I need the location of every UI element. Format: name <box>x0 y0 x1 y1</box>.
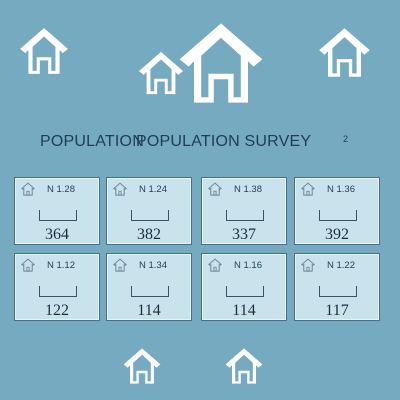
stat-card: N 1.28 364 <box>14 177 100 245</box>
bracket-divider <box>319 210 357 221</box>
house-icon <box>120 346 164 386</box>
stat-card: N 1.16 114 <box>201 253 287 321</box>
card-code: N 1.16 <box>234 260 262 271</box>
house-icon <box>317 25 372 80</box>
card-value: 117 <box>325 302 349 319</box>
house-icon <box>207 258 223 272</box>
card-code: N 1.24 <box>139 184 167 195</box>
card-value: 122 <box>45 302 69 319</box>
card-code: N 1.22 <box>327 260 355 271</box>
bracket-divider <box>319 286 357 297</box>
page-title: POPULATIONPOPULATION SURVEY <box>40 133 311 151</box>
card-code: N 1.34 <box>139 260 167 271</box>
title-superscript: 2 <box>343 134 349 144</box>
house-icon <box>207 182 223 196</box>
card-code: N 1.38 <box>234 184 262 195</box>
bracket-divider <box>131 210 169 221</box>
house-icon <box>20 182 36 196</box>
house-icon <box>172 18 270 108</box>
card-value: 364 <box>45 226 69 243</box>
house-icon <box>300 182 316 196</box>
stat-card: N 1.38 337 <box>201 177 287 245</box>
stat-card: N 1.22 117 <box>294 253 380 321</box>
stat-card: N 1.12 122 <box>14 253 100 321</box>
bracket-divider <box>39 210 77 221</box>
card-value: 392 <box>325 226 349 243</box>
card-value: 382 <box>137 226 161 243</box>
card-code: N 1.12 <box>47 260 75 271</box>
card-value: 114 <box>232 302 256 319</box>
house-icon <box>112 258 128 272</box>
house-icon <box>20 258 36 272</box>
bracket-divider <box>226 210 264 221</box>
bracket-divider <box>226 286 264 297</box>
card-value: 114 <box>137 302 161 319</box>
card-code: N 1.36 <box>327 184 355 195</box>
title-part-2: POPULATION SURVEY <box>135 133 312 150</box>
stat-card: N 1.36 392 <box>294 177 380 245</box>
house-icon <box>112 182 128 196</box>
house-icon <box>18 25 70 77</box>
stat-card: N 1.24 382 <box>106 177 192 245</box>
house-icon <box>137 48 185 98</box>
card-code: N 1.28 <box>47 184 75 195</box>
bracket-divider <box>131 286 169 297</box>
house-icon <box>300 258 316 272</box>
stat-card: N 1.34 114 <box>106 253 192 321</box>
house-icon <box>222 346 266 386</box>
title-part-1: POPULATION <box>40 133 144 150</box>
card-value: 337 <box>232 226 256 243</box>
bracket-divider <box>39 286 77 297</box>
